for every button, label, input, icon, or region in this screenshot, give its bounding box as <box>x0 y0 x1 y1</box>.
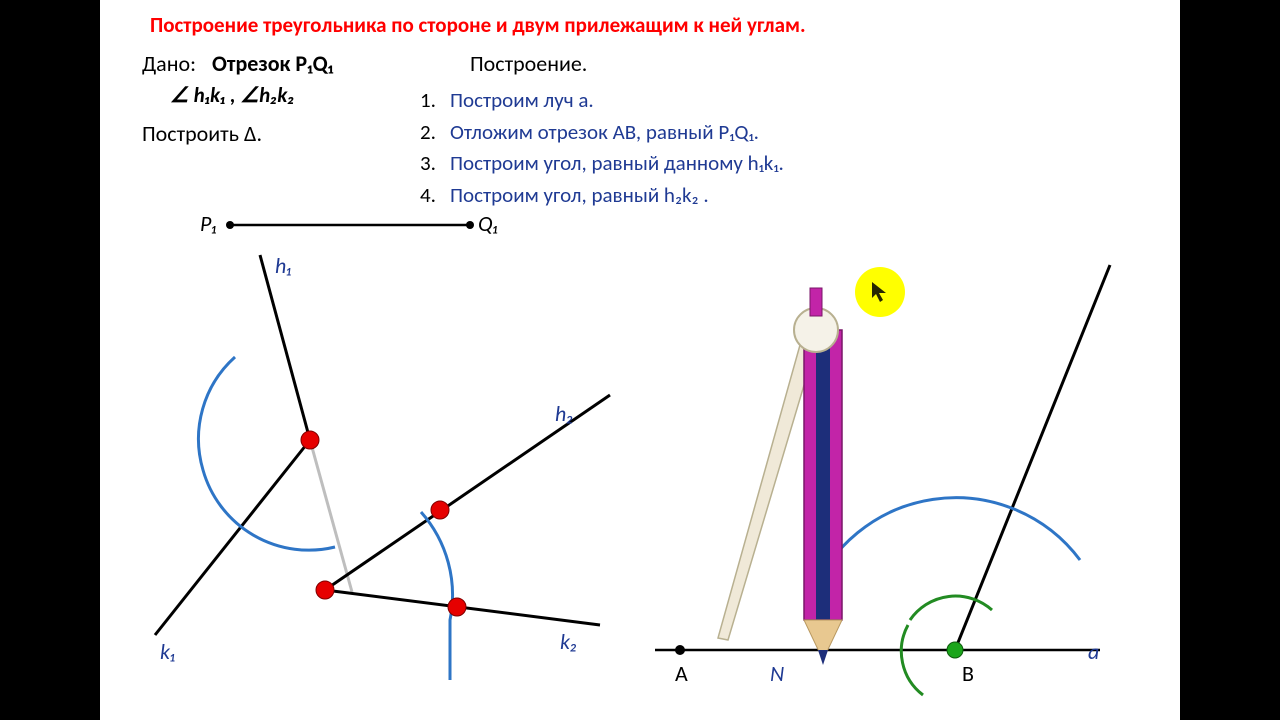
cursor-icon <box>870 280 890 304</box>
label-A: A <box>675 660 688 687</box>
compass-icon <box>718 288 842 665</box>
label-a: a <box>1088 638 1099 665</box>
label-N: N <box>770 660 784 687</box>
label-B: B <box>962 660 974 687</box>
right-diagram <box>100 0 1180 720</box>
